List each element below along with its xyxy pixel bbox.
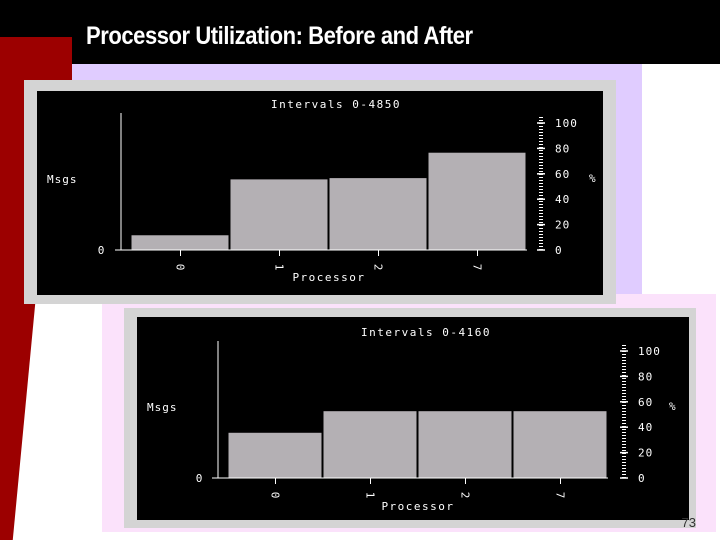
y-right-tick-label-0: 0: [638, 472, 646, 485]
y-right-tick-label-0: 0: [555, 244, 563, 257]
y-right-tick-label-20: 20: [638, 447, 653, 460]
bar-1: [229, 178, 329, 251]
y-left-tick-label: 0: [98, 244, 105, 257]
y-axis-right-label: %: [669, 400, 676, 413]
y-right-tick-label-80: 80: [638, 370, 653, 383]
chart-after: Intervals 0-4160 Msgs 0 0 1 2 7 Processor 0 20 40 6…: [124, 308, 696, 528]
x-tick-label-2: 2: [459, 492, 472, 499]
y-right-tick-label-40: 40: [555, 193, 570, 206]
bar-7: [427, 151, 527, 251]
bar-2: [417, 410, 513, 479]
y-axis-right-label: %: [589, 172, 596, 185]
page-number: 73: [681, 515, 696, 530]
slide-title: Processor Utilization: Before and After: [86, 22, 473, 50]
y-right-tick-label-100: 100: [638, 345, 661, 358]
chart-before: Intervals 0-4850 Msgs 0 0 1 2 7 Processor 0 20 40 6…: [24, 80, 616, 304]
bar-7: [512, 410, 608, 479]
x-tick-label-2: 2: [372, 264, 385, 271]
y-axis-left-label: Msgs: [47, 173, 78, 186]
x-tick-label-7: 7: [471, 264, 484, 271]
x-axis-label: Processor: [381, 500, 454, 513]
y-right-tick-label-60: 60: [555, 168, 570, 181]
chart-title: Intervals 0-4160: [361, 326, 491, 339]
y-right-tick-label-20: 20: [555, 219, 570, 232]
x-tick-label-1: 1: [273, 264, 286, 271]
y-right-tick-label-100: 100: [555, 117, 578, 130]
y-axis-left-label: Msgs: [147, 401, 178, 414]
bar-1: [322, 410, 418, 479]
y-right-tick-label-60: 60: [638, 396, 653, 409]
x-tick-label-7: 7: [554, 492, 567, 499]
chart-before-svg: Intervals 0-4850 Msgs 0 0 1 2 7 Processor 0 20 40 6…: [27, 83, 613, 301]
y-right-tick-label-40: 40: [638, 421, 653, 434]
chart-title: Intervals 0-4850: [271, 98, 401, 111]
x-tick-label-0: 0: [174, 264, 187, 271]
bar-0: [227, 431, 323, 479]
x-tick-label-1: 1: [364, 492, 377, 499]
y-left-tick-label: 0: [196, 472, 203, 485]
y-right-tick-label-80: 80: [555, 142, 570, 155]
x-tick-label-0: 0: [269, 492, 282, 499]
bar-0: [130, 234, 230, 251]
title-bar-background: [0, 0, 720, 64]
bar-2: [328, 177, 428, 251]
x-axis-label: Processor: [292, 271, 365, 284]
chart-after-svg: Intervals 0-4160 Msgs 0 0 1 2 7 Processor 0 20 40 6…: [127, 311, 693, 525]
